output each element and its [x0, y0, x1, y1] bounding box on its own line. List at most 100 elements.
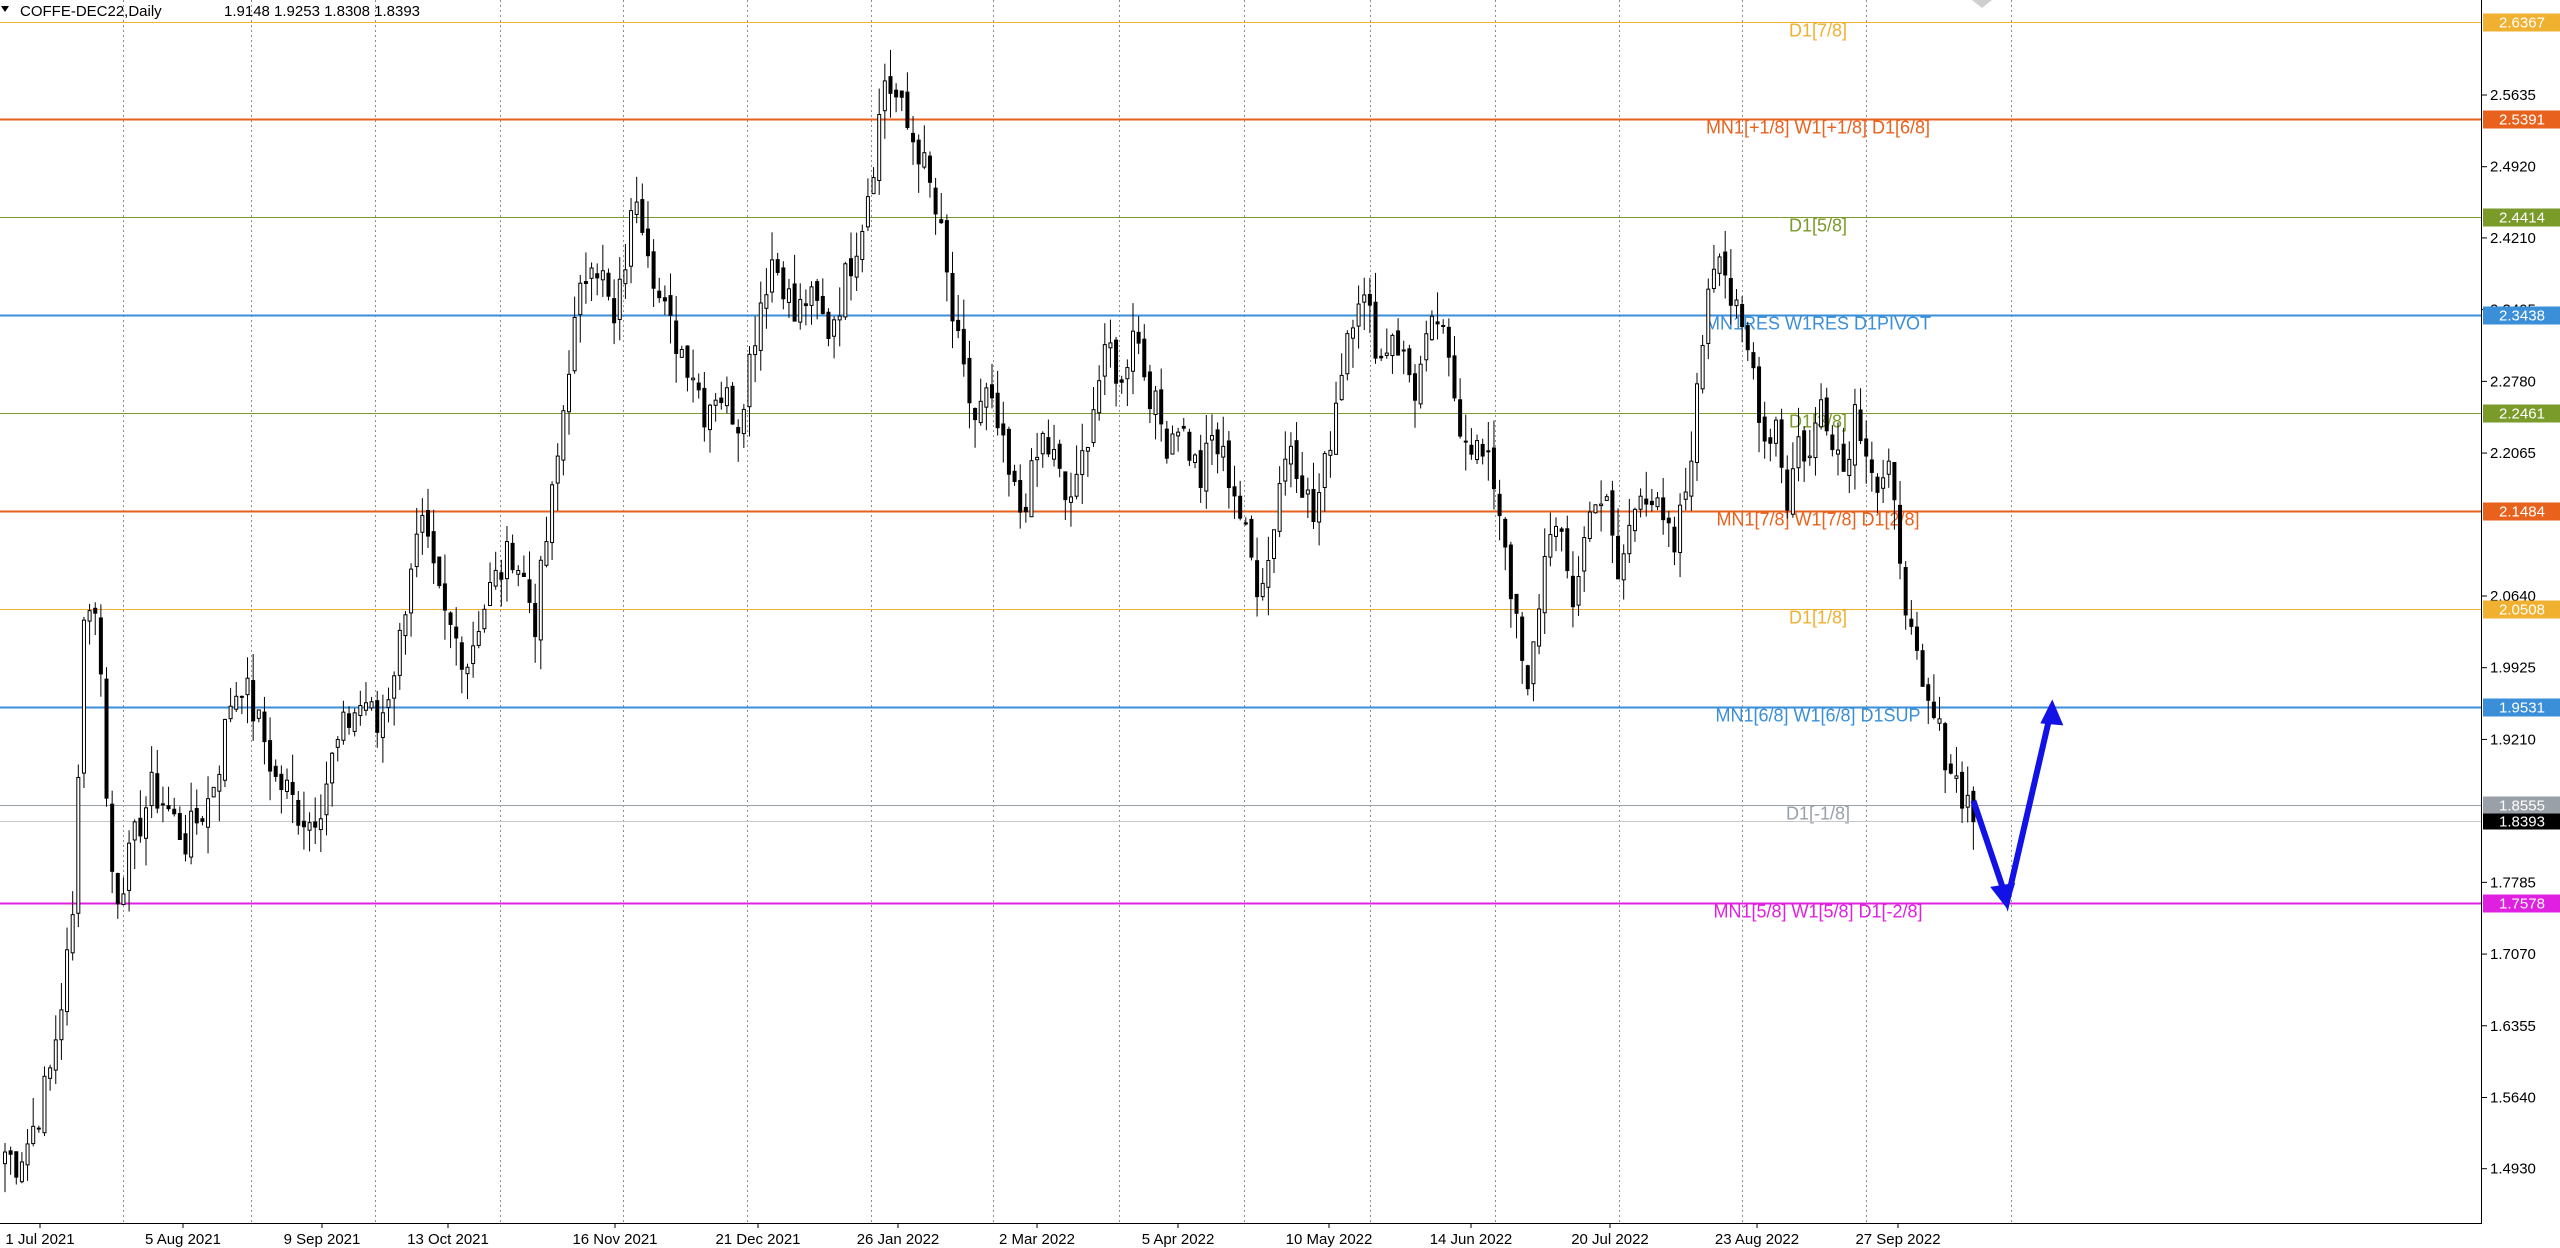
candle-bear: [521, 572, 526, 578]
candle-bear: [375, 700, 380, 733]
candle-bull: [1035, 456, 1040, 461]
candle-bear: [1830, 434, 1835, 451]
candle-bear: [1802, 430, 1807, 462]
candle-bear: [1006, 428, 1011, 475]
candle-bear: [668, 295, 673, 316]
candle-bear: [1762, 416, 1767, 442]
candle-bear: [820, 295, 825, 315]
candle-bear: [939, 219, 944, 224]
candle-bull: [206, 798, 211, 828]
candle-bear: [1779, 419, 1784, 468]
candle-bull: [1683, 491, 1688, 500]
candle-bull: [1322, 453, 1327, 489]
candle-bull: [1040, 432, 1045, 455]
candle-bull: [809, 286, 814, 306]
candle-bull: [1548, 534, 1553, 558]
candle-bull: [1390, 334, 1395, 357]
candle-bear: [1559, 528, 1564, 532]
candle-bear: [239, 695, 244, 698]
price-tick-label: 1.7785: [2490, 874, 2536, 891]
price-tick-label: 2.2065: [2490, 445, 2536, 462]
candle-bear: [1367, 293, 1372, 306]
candle-bull: [1153, 390, 1158, 415]
candle-bull: [189, 810, 194, 858]
candle-bull: [1807, 455, 1812, 459]
candle-bear: [279, 773, 284, 791]
candle-bull: [1937, 718, 1942, 724]
candle-bear: [177, 813, 182, 840]
candle-bull: [1638, 495, 1643, 510]
candle-bear: [1948, 763, 1953, 774]
candle-bear: [1869, 459, 1874, 473]
candle-bear: [1909, 618, 1914, 627]
candle-bull: [222, 718, 227, 781]
candle-bear: [685, 345, 690, 378]
scroll-marker-icon[interactable]: [1972, 0, 1992, 8]
candle-bull: [1576, 576, 1581, 606]
candle-bull: [1102, 344, 1107, 377]
level-price-tag-label: 2.0508: [2499, 602, 2545, 619]
candle-bull: [1582, 537, 1587, 572]
candle-bear: [273, 765, 278, 777]
candle-bear: [674, 320, 679, 354]
candle-bear: [696, 382, 701, 391]
candle-bear: [1181, 425, 1186, 429]
candle-bull: [256, 709, 261, 719]
candle-bull: [1463, 440, 1468, 443]
candle-bear: [426, 510, 430, 537]
candle-bull: [1283, 458, 1288, 482]
candle-bull: [1852, 404, 1857, 466]
candle-bull: [386, 699, 391, 708]
date-label: 26 Jan 2022: [857, 1231, 940, 1248]
price-tick-label: 1.9925: [2490, 660, 2536, 677]
candle-bull: [414, 533, 419, 568]
candle-bull: [324, 783, 329, 816]
candle-bear: [431, 531, 436, 564]
candle-bull: [567, 373, 571, 413]
candle-bear: [1497, 493, 1502, 517]
candle-bull: [53, 1039, 58, 1071]
candle-bull: [352, 712, 357, 732]
candle-bull: [679, 349, 684, 358]
candle-bull: [713, 399, 718, 406]
date-label: 5 Apr 2022: [1142, 1231, 1215, 1248]
candle-bear: [1644, 498, 1649, 505]
candle-bull: [544, 541, 549, 566]
candle-bear: [775, 259, 780, 273]
candle-bear: [815, 281, 820, 301]
candle-bull: [1080, 450, 1085, 476]
date-label: 2 Mar 2022: [999, 1231, 1075, 1248]
candle-bull: [1170, 433, 1175, 455]
forecast-arrow: [1970, 699, 2064, 912]
candle-bear: [1164, 428, 1169, 459]
candle-bear: [961, 328, 966, 365]
candle-bear: [1914, 626, 1919, 651]
candle-bull: [245, 677, 250, 696]
candle-bull: [31, 1125, 36, 1145]
date-label: 23 Aug 2022: [1715, 1231, 1799, 1248]
candle-bear: [437, 556, 442, 587]
candle-bear: [301, 820, 306, 828]
price-tick-label: 1.6355: [2490, 1018, 2536, 1035]
candle-bull: [786, 288, 791, 303]
candle-bear: [944, 220, 949, 273]
candle-bear: [1903, 566, 1908, 616]
candle-bull: [623, 269, 628, 285]
candle-bear: [1198, 450, 1203, 488]
candle-bear: [1960, 771, 1965, 809]
candle-bear: [1187, 431, 1192, 461]
candle-bear: [8, 1150, 13, 1155]
candle-bull: [1819, 399, 1824, 428]
candle-bear: [251, 680, 256, 722]
candle-bull: [617, 278, 622, 320]
collapse-triangle-icon[interactable]: [1, 6, 9, 12]
current-price-tag-label: 1.8393: [2499, 814, 2545, 831]
candle-bull: [978, 400, 983, 424]
candle-bull: [1790, 468, 1795, 515]
candle-bear: [1740, 304, 1745, 328]
candle-bull: [341, 711, 346, 741]
candle-bear: [640, 199, 645, 233]
level-price-tag-label: 2.3438: [2499, 308, 2545, 325]
candle-bull: [504, 541, 509, 580]
